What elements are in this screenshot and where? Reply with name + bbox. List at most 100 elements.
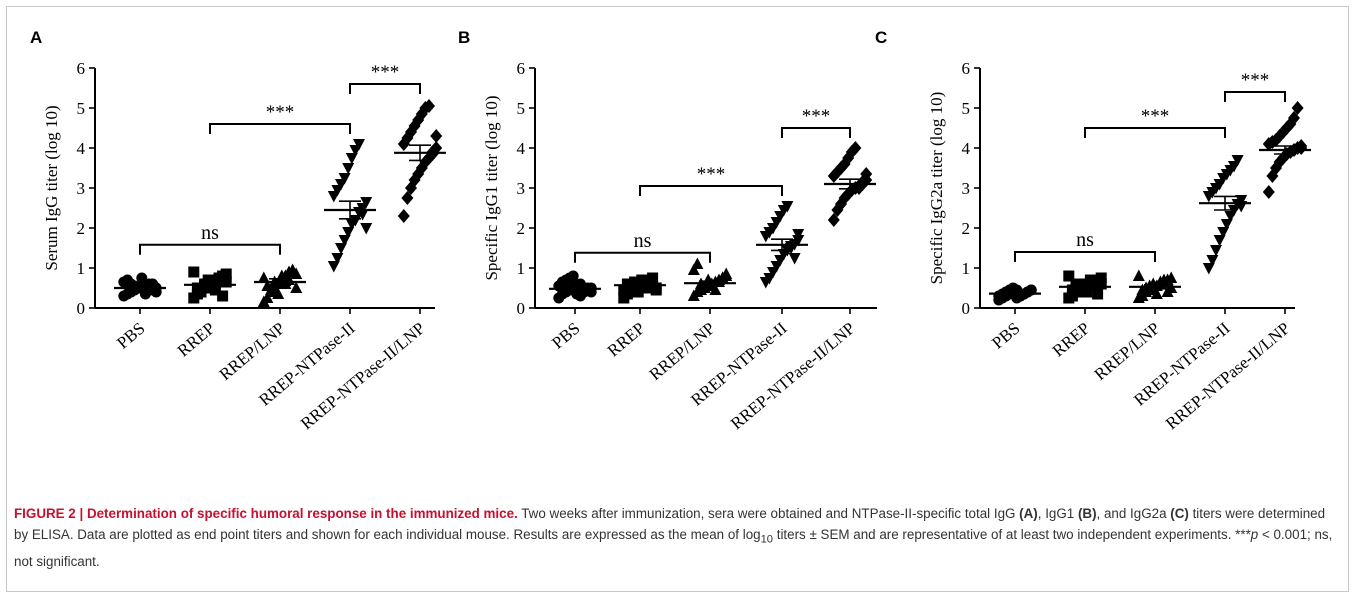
significance-bracket	[1084, 127, 1226, 138]
caption-subscript: 10	[760, 533, 774, 546]
data-point-triangle-down	[1235, 195, 1248, 207]
y-tick-label: 0	[517, 299, 526, 318]
significance-bracket	[209, 123, 351, 134]
caption-text-3: , and IgG2a	[1096, 506, 1171, 521]
data-point-square	[1095, 278, 1107, 290]
y-tick-label: 1	[517, 259, 526, 278]
figure-caption: FIGURE 2 | Determination of specific hum…	[14, 503, 1340, 572]
data-point-triangle-down	[335, 243, 347, 255]
data-point-square	[220, 276, 232, 288]
y-tick-label: 5	[517, 99, 526, 118]
data-point-triangle-up	[1132, 269, 1145, 281]
data-point-triangle-down	[327, 261, 340, 273]
y-tick-label: 4	[962, 139, 971, 158]
data-point-triangle-down	[1210, 245, 1222, 257]
data-point-square	[618, 284, 630, 296]
data-point-triangle-down	[342, 163, 355, 175]
data-points	[118, 99, 443, 307]
data-point-square	[195, 286, 207, 298]
data-point-triangle-down	[342, 227, 355, 239]
x-tick-label: PBS	[548, 319, 583, 353]
data-point-square	[220, 268, 232, 280]
y-tick-label: 3	[517, 179, 526, 198]
data-point-diamond	[1291, 101, 1304, 115]
x-tick-label: RREP-NTPase-II/LNP	[297, 319, 429, 434]
data-point-triangle-up	[261, 291, 274, 303]
y-tick-label: 4	[517, 139, 526, 158]
data-point-triangle-down	[338, 173, 351, 185]
data-point-triangle-down	[356, 209, 369, 221]
data-point-triangle-down	[353, 139, 365, 151]
data-point-diamond	[1295, 141, 1308, 155]
data-point-triangle-down	[1217, 227, 1230, 239]
data-point-triangle-up	[290, 281, 303, 293]
x-tick-label: RREP/LNP	[646, 319, 719, 385]
x-tick-label: RREP-NTPase-II/LNP	[727, 319, 859, 434]
caption-text-5: titers ± SEM and are representative of a…	[773, 527, 1251, 542]
significance-label: ***	[266, 102, 295, 123]
data-point-diamond	[849, 141, 862, 155]
y-axis-label: Specific IgG2a titer (log 10)	[927, 92, 946, 285]
x-tick-label: RREP/LNP	[216, 319, 289, 385]
data-point-square	[632, 286, 644, 298]
caption-p-symbol: p	[1250, 527, 1259, 542]
data-point-triangle-down	[1213, 235, 1226, 247]
caption-text-6: < 0.001; ns, not significant.	[14, 527, 1333, 569]
y-tick-label: 0	[77, 299, 86, 318]
data-points	[993, 101, 1308, 306]
caption-text-2: , IgG1	[1037, 506, 1078, 521]
data-point-square	[188, 266, 200, 278]
significance-bracket	[1014, 251, 1156, 262]
data-point-diamond	[423, 99, 435, 113]
y-tick-label: 6	[962, 59, 971, 78]
significance-bracket	[1224, 91, 1286, 102]
significance-label: ***	[697, 164, 726, 185]
data-point-diamond	[1262, 185, 1275, 199]
data-point-square	[1092, 288, 1104, 300]
x-tick-label: RREP	[604, 319, 649, 361]
data-point-square	[209, 284, 221, 296]
data-point-triangle-up	[286, 265, 299, 277]
significance-label: ns	[1076, 229, 1094, 251]
data-point-triangle-down	[1202, 263, 1215, 275]
y-axis-label: Serum IgG titer (log 10)	[42, 105, 61, 270]
y-tick-label: 3	[77, 179, 86, 198]
data-point-triangle-down	[1220, 219, 1233, 231]
data-point-triangle-down	[792, 235, 805, 247]
significance-label: ns	[201, 222, 219, 244]
data-point-square	[636, 274, 648, 286]
data-point-square	[213, 272, 225, 284]
chart-panel-c: C 0 1 2 3 4 5 6 Specific IgG2a titer (log 10) PBS…	[875, 28, 1311, 433]
y-tick-label: 2	[517, 219, 526, 238]
data-point-triangle-up	[720, 269, 733, 281]
significance-bracket	[574, 251, 711, 263]
data-point-square	[650, 284, 662, 296]
data-point-square	[629, 276, 641, 288]
panel-letter: C	[875, 28, 887, 47]
y-tick-label: 3	[962, 179, 971, 198]
data-point-triangle-up	[272, 287, 285, 299]
data-point-triangle-down	[360, 197, 373, 209]
data-point-triangle-down	[781, 201, 794, 213]
data-point-circle	[1007, 282, 1019, 294]
data-point-triangle-down	[1206, 255, 1219, 267]
chart-panel-b: B 0 1 2 3 4 5 6 Specific IgG1 titer (log 10) PBS R…	[458, 28, 877, 433]
data-point-triangle-down	[345, 153, 358, 165]
panel-letter: B	[458, 28, 470, 47]
data-point-square	[217, 290, 229, 302]
caption-ref-b: (B)	[1077, 506, 1097, 521]
data-point-diamond	[401, 191, 414, 205]
data-point-triangle-up	[1165, 271, 1178, 283]
significance-label: ***	[371, 62, 400, 83]
y-tick-label: 4	[77, 139, 86, 158]
data-point-triangle-up	[265, 283, 277, 295]
data-point-triangle-down	[792, 229, 805, 241]
data-point-triangle-up	[257, 271, 270, 283]
data-point-triangle-down	[360, 223, 373, 235]
data-point-diamond	[397, 209, 410, 223]
y-tick-label: 1	[77, 259, 86, 278]
data-point-diamond	[426, 147, 439, 161]
y-tick-label: 2	[77, 219, 86, 238]
